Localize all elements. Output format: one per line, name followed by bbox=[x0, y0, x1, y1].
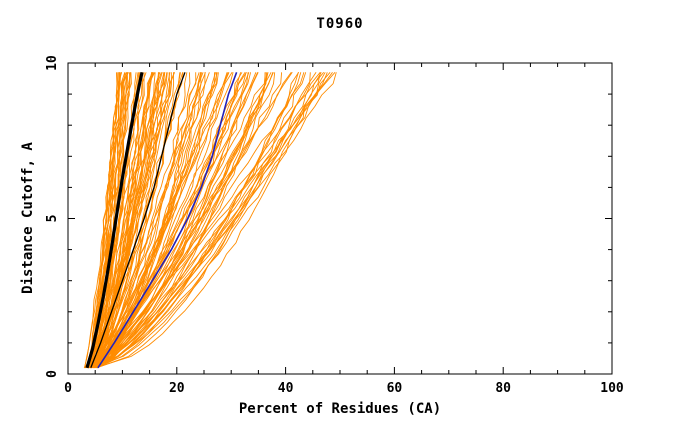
model-thick-black bbox=[85, 71, 144, 369]
x-tick-label: 40 bbox=[278, 381, 294, 396]
ensemble-curve bbox=[85, 72, 276, 369]
x-tick-label: 20 bbox=[169, 381, 185, 396]
ensemble-curve bbox=[90, 72, 311, 369]
ensemble-curve bbox=[92, 72, 325, 369]
ensemble-curve bbox=[87, 72, 328, 369]
ensemble-curve bbox=[90, 72, 252, 369]
ensemble-curve bbox=[97, 72, 249, 369]
ensemble-curve bbox=[83, 72, 126, 368]
ensemble-curve bbox=[87, 72, 141, 368]
ensemble-curve bbox=[95, 72, 321, 369]
x-tick-label: 60 bbox=[387, 381, 403, 396]
x-tick-label: 80 bbox=[495, 381, 511, 396]
y-tick-label: 10 bbox=[45, 55, 60, 71]
plot-border bbox=[67, 62, 613, 375]
x-axis-label: Percent of Residues (CA) bbox=[238, 401, 442, 417]
x-tick-label: 0 bbox=[64, 381, 72, 396]
model-thin-black bbox=[90, 72, 186, 369]
x-tick-label: 100 bbox=[600, 381, 624, 396]
ensemble-curve bbox=[91, 72, 230, 369]
ensemble-curve bbox=[86, 72, 122, 368]
ensemble-curve bbox=[88, 72, 322, 369]
ensemble-curve bbox=[90, 72, 259, 369]
y-tick-label: 0 bbox=[45, 370, 60, 378]
ensemble-curve bbox=[91, 72, 210, 369]
ensemble-curve bbox=[93, 72, 317, 369]
chart-title: T0960 bbox=[316, 16, 364, 32]
model-blue bbox=[97, 72, 238, 369]
ensemble-curve bbox=[88, 72, 153, 368]
y-axis-label: Distance Cutoff, A bbox=[20, 142, 36, 294]
ensemble-curve bbox=[93, 72, 234, 369]
ensemble-curve bbox=[96, 72, 300, 369]
ensemble-curve bbox=[94, 72, 144, 369]
ensemble-curve bbox=[85, 72, 175, 369]
ensemble-curve bbox=[86, 72, 283, 369]
ensemble-curve bbox=[91, 72, 162, 369]
ensemble-curve bbox=[85, 72, 181, 369]
ensemble-curve bbox=[85, 72, 233, 369]
ensemble-curve bbox=[87, 72, 326, 369]
ensemble-curve bbox=[84, 72, 269, 369]
ensemble-curve bbox=[89, 72, 168, 369]
ensemble-curve bbox=[86, 72, 274, 369]
ensemble-curve bbox=[88, 72, 215, 369]
ensemble-curve bbox=[88, 72, 119, 368]
y-tick-label: 5 bbox=[45, 215, 60, 223]
